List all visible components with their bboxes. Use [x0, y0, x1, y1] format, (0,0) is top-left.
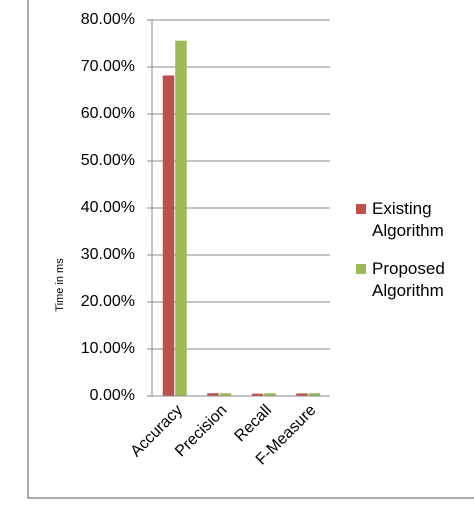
bar	[308, 393, 321, 396]
legend-item: Proposed Algorithm	[356, 258, 466, 302]
y-tick-label: 40.00%	[81, 199, 135, 216]
y-axis-title: Time in ms	[54, 258, 66, 312]
bar	[251, 393, 264, 396]
legend-label: Proposed Algorithm	[372, 259, 445, 300]
y-tick-label: 0.00%	[90, 387, 135, 404]
y-tick-label: 30.00%	[81, 246, 135, 263]
chart-border	[27, 0, 474, 499]
bar	[162, 75, 175, 397]
y-tick-label: 10.00%	[81, 340, 135, 357]
legend-label: Existing Algorithm	[372, 199, 444, 240]
legend-swatch	[356, 204, 366, 214]
y-tick-label: 50.00%	[81, 152, 135, 169]
legend-item: Existing Algorithm	[356, 198, 466, 242]
bar	[207, 393, 219, 396]
y-tick-label: 60.00%	[81, 105, 135, 122]
y-tick-label: 70.00%	[81, 58, 135, 75]
legend-swatch	[356, 264, 366, 274]
bar	[219, 393, 232, 396]
bar	[175, 40, 187, 397]
y-tick-label: 20.00%	[81, 293, 135, 310]
x-tick-label: Recall	[232, 402, 275, 445]
bar	[296, 393, 308, 396]
bar	[264, 393, 276, 396]
legend: Existing Algorithm Proposed Algorithm	[356, 198, 466, 318]
y-tick-label: 80.00%	[81, 11, 135, 28]
